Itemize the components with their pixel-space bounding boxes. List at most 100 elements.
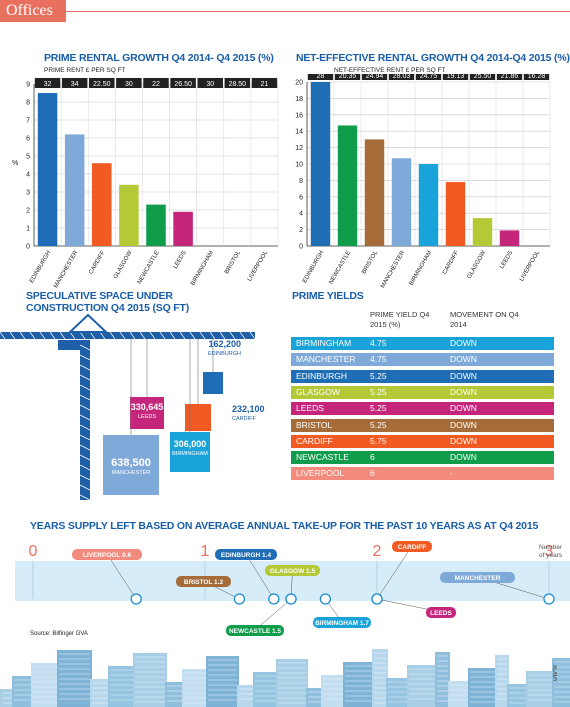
x-tick-label: BRISTOL xyxy=(224,249,242,275)
point-label: BRISTOL 1.2 xyxy=(184,579,224,586)
section-tab: Offices xyxy=(0,0,66,22)
point-label-bg xyxy=(426,607,456,618)
x-tick-label: NEWCASTLE xyxy=(137,250,161,285)
rent-label: 22 xyxy=(152,81,160,88)
bar-leeds xyxy=(499,230,520,246)
y-tick-label: 0 xyxy=(26,244,30,251)
jib-lattice xyxy=(159,331,166,340)
crane-cab xyxy=(58,340,88,350)
jib-lattice xyxy=(229,331,236,340)
jib-lattice xyxy=(49,331,56,340)
x-tick-label: CARDIFF xyxy=(442,250,460,276)
point-bristol xyxy=(233,593,246,605)
rent-label-box xyxy=(170,78,196,88)
yield-city: BIRMINGHAM xyxy=(296,338,352,348)
yield-movement: DOWN xyxy=(450,370,477,381)
mast-lattice xyxy=(79,414,91,421)
point-label: BIRMINGHAM 1.7 xyxy=(315,620,369,627)
y-tick-label: 2 xyxy=(26,208,30,215)
skyline-building xyxy=(448,681,470,707)
bar-leeds xyxy=(173,211,193,246)
yield-movement: - xyxy=(450,468,453,479)
skyline-building xyxy=(253,672,278,707)
bar-edinburgh xyxy=(310,82,331,246)
x-tick-label: BRISTOL xyxy=(361,249,379,275)
rent-label-box xyxy=(34,78,61,88)
yield-movement: DOWN xyxy=(450,338,477,348)
yield-movement: DOWN xyxy=(450,354,477,365)
x-tick-label: EDINBURGH xyxy=(302,250,325,284)
mast-lattice xyxy=(79,464,91,471)
skyline-building xyxy=(57,650,92,707)
skyline-building xyxy=(343,662,374,707)
yield-row: LIVERPOOL 6 - xyxy=(291,467,554,481)
rent-label: 20.35 xyxy=(339,74,357,80)
yield-movement: DOWN xyxy=(450,386,477,397)
space-block-birmingham xyxy=(170,432,210,472)
point-birmingham xyxy=(319,593,332,605)
yield-city: BRISTOL xyxy=(296,419,333,430)
y-tick-label: 14 xyxy=(295,129,303,136)
mast-lattice xyxy=(79,424,91,431)
y-tick-label: 1 xyxy=(26,226,30,233)
jib-lattice xyxy=(39,331,46,340)
y-tick-label: 3 xyxy=(26,190,30,197)
rent-label-box xyxy=(224,78,251,88)
rent-label-box xyxy=(523,74,550,80)
space-block-cardiff xyxy=(185,404,211,431)
bar-glasgow xyxy=(119,184,139,246)
point-label-bg xyxy=(215,549,277,560)
x-tick-label: CARDIFF xyxy=(88,250,106,276)
space-city: MANCHESTER xyxy=(112,470,151,476)
yield-city: LEEDS xyxy=(296,403,324,414)
jib-lattice xyxy=(169,331,176,340)
space-value: 162,200 xyxy=(208,339,241,349)
y-tick-label: 8 xyxy=(26,100,30,107)
y-tick-label: 16 xyxy=(295,112,303,119)
yield-row: LEEDS 5.25 DOWN xyxy=(291,402,554,416)
yield-row: BRISTOL 5.25 DOWN xyxy=(291,418,554,432)
jib-lattice xyxy=(9,331,16,340)
rent-label-box xyxy=(307,74,334,80)
chart2-title: NET-EFFECTIVE RENTAL GROWTH Q4 2014-Q4 2… xyxy=(296,52,570,64)
skyline-illustration xyxy=(0,649,570,707)
point-label: MANCHESTER xyxy=(455,575,501,582)
jib-lattice xyxy=(209,331,216,340)
yield-row: MANCHESTER 4.75 DOWN xyxy=(291,353,554,367)
jib-lattice xyxy=(139,331,146,340)
jib-lattice xyxy=(79,331,86,340)
rent-label-box xyxy=(61,78,88,88)
mast-lattice xyxy=(79,444,91,451)
jib-lattice xyxy=(99,331,106,340)
y-tick-label: 5 xyxy=(26,154,30,161)
yield-yield: 5.25 xyxy=(370,403,387,414)
jib-lattice xyxy=(239,331,246,340)
yield-yield: 4.75 xyxy=(370,338,387,348)
rent-label: 25.50 xyxy=(474,74,492,80)
rent-label-box xyxy=(496,74,523,80)
rent-label: 32 xyxy=(44,81,52,88)
bar-cardiff xyxy=(445,182,466,246)
point-label: NEWCASTLE 1.5 xyxy=(229,628,281,635)
point-label: CARDIFF xyxy=(398,544,427,551)
yield-yield: 5.25 xyxy=(370,370,387,381)
space-block-leeds xyxy=(130,397,164,429)
bar-manchester xyxy=(64,134,85,246)
jib-lattice xyxy=(0,331,6,340)
bar-cardiff xyxy=(92,163,112,246)
rent-label: 34 xyxy=(71,81,79,88)
rent-label: 19.13 xyxy=(447,74,465,80)
rent-label: 24.94 xyxy=(366,74,384,80)
mast-lattice xyxy=(79,394,91,401)
yield-city: MANCHESTER xyxy=(296,354,356,365)
space-value: 638,500 xyxy=(111,457,151,469)
skyline-building xyxy=(306,688,323,707)
space-value: 306,000 xyxy=(174,439,207,449)
jib-lattice xyxy=(219,331,226,340)
jib-lattice xyxy=(19,331,26,340)
skyline-building xyxy=(133,653,167,707)
jib-lattice xyxy=(109,331,116,340)
yield-movement: DOWN xyxy=(450,435,477,446)
jib-lattice xyxy=(199,331,206,340)
year-tick-label: 3 xyxy=(545,543,554,560)
